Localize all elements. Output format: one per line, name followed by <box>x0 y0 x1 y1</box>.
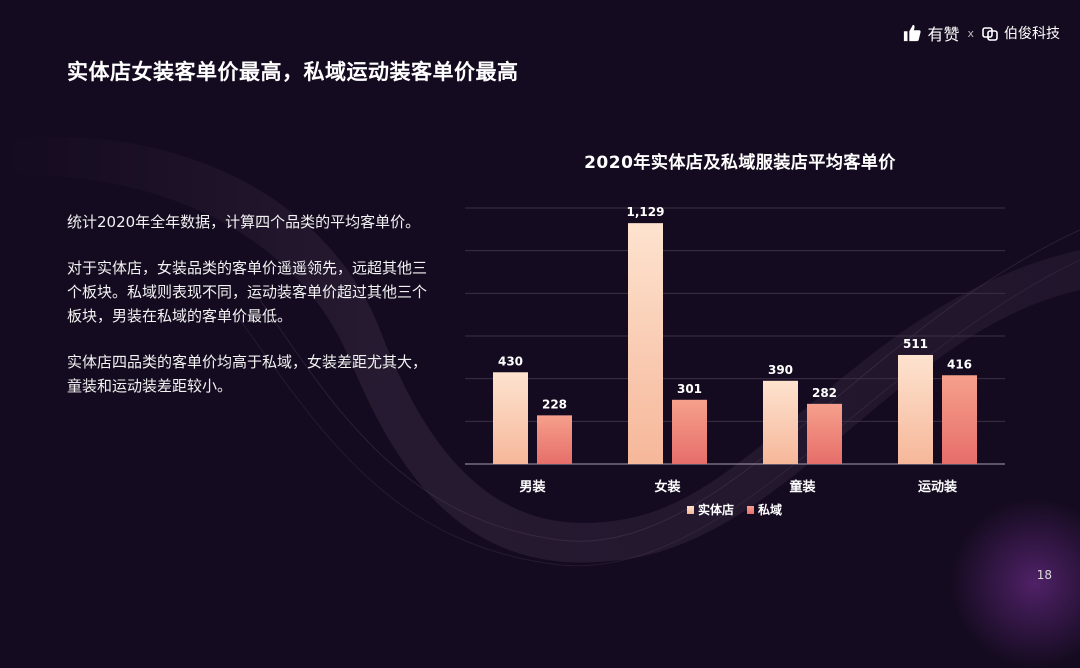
bojun-logo-icon <box>982 27 998 41</box>
paragraph-2: 对于实体店，女装品类的客单价遥遥领先，远超其他三个板块。私域则表现不同，运动装客… <box>67 259 428 325</box>
data-label: 282 <box>812 386 837 400</box>
brand-bojun: 伯俊科技 <box>1004 26 1060 42</box>
chart-title: 2020年实体店及私域服装店平均客单价 <box>584 153 896 173</box>
data-label: 430 <box>498 354 523 368</box>
paragraph-3: 实体店四品类的客单价均高于私域，女装差距尤其大，童装和运动装差距较小。 <box>67 353 428 395</box>
bar-private <box>807 403 842 464</box>
data-label: 301 <box>677 382 702 396</box>
brand-bar: 有赞 x 伯俊科技 <box>903 20 1060 46</box>
legend-label: 私域 <box>757 502 782 517</box>
bar-private <box>942 375 977 464</box>
page-number: 18 <box>1036 568 1052 582</box>
bar-private <box>537 415 572 464</box>
legend-swatch <box>687 506 694 514</box>
category-label: 童装 <box>789 479 815 495</box>
bar-offline <box>763 380 798 464</box>
thumbs-up-icon <box>904 24 922 42</box>
data-label: 228 <box>542 397 567 411</box>
category-label: 男装 <box>519 479 545 495</box>
bar-offline <box>628 223 663 464</box>
data-label: 511 <box>903 337 928 351</box>
data-label: 416 <box>947 357 972 371</box>
legend-label: 实体店 <box>698 502 734 517</box>
bar-offline <box>493 372 528 464</box>
data-label: 1,129 <box>627 205 665 219</box>
category-label: 女装 <box>654 479 680 495</box>
category-label: 运动装 <box>918 479 957 495</box>
description-text: 统计2020年全年数据，计算四个品类的平均客单价。 对于实体店，女装品类的客单价… <box>67 210 437 420</box>
bar-private <box>672 399 707 464</box>
legend-swatch <box>747 506 754 514</box>
page-title: 实体店女装客单价最高，私域运动装客单价最高 <box>67 60 519 84</box>
paragraph-1: 统计2020年全年数据，计算四个品类的平均客单价。 <box>67 213 421 231</box>
bar-offline <box>898 354 933 464</box>
brand-youzan: 有赞 <box>927 25 960 44</box>
brand-separator: x <box>967 26 974 40</box>
data-label: 390 <box>768 363 793 377</box>
